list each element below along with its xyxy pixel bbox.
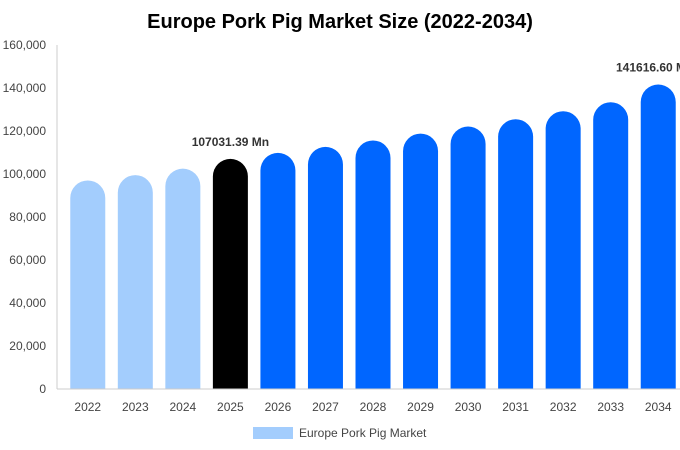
- x-tick-label: 2033: [597, 400, 624, 414]
- bar-2030: [450, 126, 486, 390]
- legend-swatch: [253, 427, 293, 439]
- chart-title: Europe Pork Pig Market Size (2022-2034): [147, 11, 533, 33]
- y-tick-label: 80,000: [9, 210, 46, 224]
- x-tick-label: 2023: [122, 400, 149, 414]
- bar-2029: [403, 133, 439, 389]
- y-tick-label: 120,000: [3, 124, 47, 138]
- bar-2027: [307, 146, 343, 389]
- y-tick-label: 0: [39, 382, 46, 396]
- legend-label: Europe Pork Pig Market: [299, 426, 427, 440]
- bar-2024: [165, 168, 201, 389]
- bar-2031: [498, 119, 534, 390]
- y-tick-label: 140,000: [3, 81, 47, 95]
- y-tick-label: 160,000: [3, 38, 47, 52]
- bar-2025: [212, 158, 248, 389]
- x-tick-label: 2027: [312, 400, 339, 414]
- x-tick-label: 2026: [265, 400, 292, 414]
- bar-2026: [260, 152, 296, 389]
- bar-2034: [640, 84, 676, 390]
- y-axis: 0 20,000 40,000 60,000 80,000 100,000 120,000 1…: [3, 38, 58, 396]
- bar-2023: [117, 175, 153, 389]
- bar-2032: [545, 111, 581, 389]
- data-label-2025: 107031.39 Mn: [192, 135, 269, 149]
- x-tick-label: 2032: [550, 400, 577, 414]
- x-tick-label: 2029: [407, 400, 434, 414]
- x-tick-label: 2024: [169, 400, 196, 414]
- x-tick-label: 2030: [455, 400, 482, 414]
- y-tick-label: 40,000: [9, 296, 46, 310]
- x-axis: 2022 2023 2024 2025 2026 2027 2028 2029 2030 2031…: [57, 388, 680, 414]
- y-tick-label: 100,000: [3, 167, 47, 181]
- data-labels: 107031.39 Mn 141616.60 Mn: [192, 61, 680, 149]
- x-tick-label: 2034: [645, 400, 672, 414]
- x-tick-label: 2025: [217, 400, 244, 414]
- bar-2022: [70, 180, 106, 389]
- y-tick-label: 20,000: [9, 339, 46, 353]
- x-tick-label: 2028: [360, 400, 387, 414]
- bars: [70, 84, 676, 390]
- x-tick-label: 2031: [502, 400, 529, 414]
- x-tick-label: 2022: [74, 400, 101, 414]
- bar-2033: [593, 102, 629, 389]
- data-label-2034: 141616.60 Mn: [616, 61, 680, 75]
- bar-2028: [355, 140, 391, 389]
- legend: Europe Pork Pig Market: [253, 426, 427, 440]
- y-tick-label: 60,000: [9, 253, 46, 267]
